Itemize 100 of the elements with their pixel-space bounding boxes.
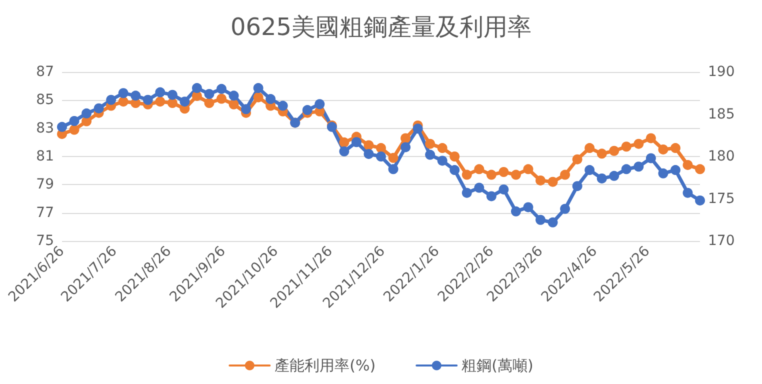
point [94, 103, 104, 114]
point [204, 98, 214, 108]
point [364, 140, 374, 150]
y2-tick-label: 185 [708, 106, 735, 122]
point [228, 90, 239, 101]
point [634, 162, 644, 172]
point [450, 152, 460, 162]
point [437, 156, 448, 166]
point [695, 164, 705, 174]
point [682, 160, 693, 170]
point [646, 153, 656, 164]
point [400, 142, 411, 152]
point [510, 206, 521, 216]
point [216, 94, 226, 104]
point [474, 182, 484, 193]
point [412, 124, 423, 134]
y-tick-label: 83 [36, 120, 54, 136]
point [130, 90, 141, 101]
point [339, 137, 350, 148]
point [69, 124, 80, 135]
point [474, 164, 484, 174]
point [155, 87, 166, 98]
point [388, 152, 398, 163]
point [536, 175, 546, 186]
point [376, 143, 386, 154]
point [192, 83, 202, 94]
point [462, 170, 472, 180]
point [253, 92, 264, 102]
point [425, 138, 436, 149]
point [155, 96, 166, 107]
y-tick-label: 81 [36, 148, 54, 164]
point [314, 99, 325, 110]
y2-tick-label: 180 [708, 148, 735, 164]
point [536, 214, 546, 225]
point [634, 138, 644, 149]
point [228, 99, 239, 110]
point [376, 152, 386, 162]
point [450, 165, 460, 176]
point [364, 148, 374, 159]
point [584, 143, 595, 154]
point [302, 105, 312, 116]
point [462, 188, 472, 198]
point [548, 217, 558, 228]
point [167, 90, 178, 100]
point [142, 94, 153, 105]
y-tick-label: 75 [36, 233, 54, 249]
point [180, 96, 190, 107]
point [253, 83, 264, 94]
point [106, 94, 116, 105]
point [167, 98, 178, 108]
point [670, 165, 680, 176]
point [621, 164, 632, 174]
point [609, 146, 620, 156]
point [646, 133, 656, 144]
point [682, 188, 693, 198]
point [621, 142, 632, 152]
point [216, 84, 226, 94]
point [437, 143, 448, 154]
y-tick-label: 77 [36, 204, 54, 221]
y2-tick-label: 175 [708, 190, 735, 207]
point [670, 143, 680, 154]
point [69, 116, 80, 126]
point [266, 94, 276, 104]
point [572, 181, 582, 192]
y-tick-label: 85 [36, 92, 54, 108]
point [425, 150, 436, 160]
point [596, 148, 607, 159]
point [351, 137, 362, 148]
point [118, 96, 128, 107]
point [510, 170, 521, 180]
point [486, 170, 496, 180]
chart-title: 0625美國粗鋼產量及利用率 [230, 13, 532, 41]
point [278, 100, 288, 111]
point [523, 202, 534, 212]
point [57, 122, 67, 132]
point [596, 173, 607, 184]
point [82, 108, 92, 118]
point [388, 164, 398, 174]
legend-label: 粗鋼(萬噸) [462, 356, 534, 374]
y-tick-label: 79 [36, 176, 54, 193]
point [241, 104, 252, 114]
point [584, 165, 595, 176]
point [560, 204, 570, 214]
point [498, 184, 509, 194]
point [658, 144, 668, 154]
y-tick-label: 87 [36, 64, 54, 80]
point [486, 191, 496, 202]
point [498, 166, 509, 177]
point [400, 133, 411, 144]
y2-tick-label: 170 [708, 233, 735, 249]
point [609, 170, 620, 181]
point [658, 168, 668, 178]
point [204, 88, 214, 99]
legend-label: 產能利用率(%) [274, 356, 376, 374]
point [572, 154, 582, 164]
point [560, 170, 570, 180]
point [118, 88, 128, 98]
point [548, 176, 558, 187]
point [339, 146, 350, 156]
point [523, 164, 534, 174]
